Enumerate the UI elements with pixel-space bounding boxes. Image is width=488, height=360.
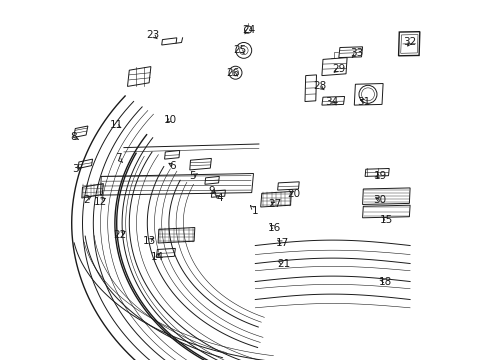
Text: 26: 26 [226,68,239,78]
Text: 6: 6 [169,161,176,171]
Text: 30: 30 [372,195,385,205]
Text: 17: 17 [275,238,289,248]
Text: 3: 3 [72,164,79,174]
Text: 31: 31 [357,96,370,107]
Text: 8: 8 [70,132,77,142]
Text: 14: 14 [150,252,163,262]
Text: 19: 19 [373,171,386,181]
Text: 10: 10 [164,114,177,125]
Text: 5: 5 [188,171,195,181]
Text: 23: 23 [146,30,159,40]
Text: 33: 33 [349,48,363,58]
Text: 25: 25 [233,45,246,55]
Text: 15: 15 [379,215,392,225]
Text: 18: 18 [378,276,391,287]
Text: 13: 13 [142,236,155,246]
Text: 16: 16 [267,222,280,233]
Text: 20: 20 [287,189,300,199]
Text: 1: 1 [251,206,258,216]
Text: 2: 2 [82,195,89,205]
Text: 27: 27 [268,199,281,210]
Text: 4: 4 [216,193,222,203]
Text: 28: 28 [312,81,325,91]
Text: 34: 34 [325,96,338,107]
Text: 7: 7 [115,153,122,163]
Text: 32: 32 [403,37,416,48]
Text: 24: 24 [242,24,255,35]
Text: 9: 9 [208,186,215,196]
Text: 29: 29 [331,64,345,74]
Text: 21: 21 [276,258,289,269]
Text: 11: 11 [110,120,123,130]
Text: 12: 12 [94,197,107,207]
Text: 22: 22 [113,230,127,240]
